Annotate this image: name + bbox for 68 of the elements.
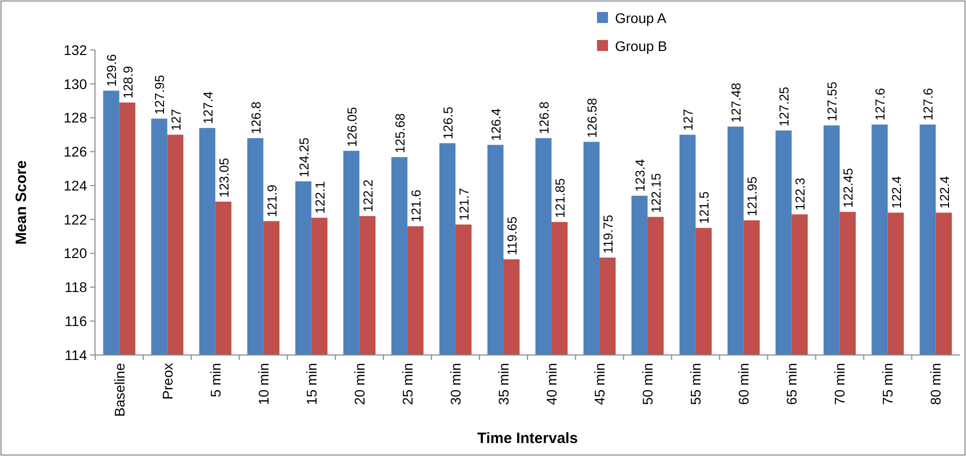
x-axis-title: Time Intervals [477, 430, 578, 447]
data-label: 123.4 [632, 159, 648, 192]
data-label: 127 [168, 109, 184, 131]
data-label: 126.5 [440, 106, 456, 140]
data-label: 125.68 [392, 113, 408, 154]
y-tick-label: 114 [64, 346, 88, 363]
data-label: 126.8 [248, 102, 264, 134]
data-label: 127.48 [728, 82, 744, 123]
data-label: 123.05 [216, 158, 232, 198]
data-label: 127.6 [872, 88, 888, 121]
data-label: 121.6 [408, 190, 424, 222]
x-tick-label: 65 min [784, 363, 800, 406]
x-tick-label: 80 min [928, 363, 944, 406]
x-tick-label: 70 min [832, 363, 848, 406]
data-label: 121.5 [696, 191, 712, 224]
y-tick-label: 128 [64, 110, 88, 126]
x-tick-label: 35 min [495, 363, 512, 406]
x-tick-label: 5 min [207, 363, 224, 398]
data-label: 127.55 [824, 82, 840, 122]
y-tick-label: 132 [64, 42, 88, 58]
data-label: 122.1 [312, 181, 328, 214]
x-tick-label: 45 min [592, 363, 608, 406]
y-tick-label: 124 [64, 177, 88, 194]
x-tick-label: 10 min [255, 363, 272, 406]
x-tick-label: 15 min [303, 363, 320, 406]
data-label: 128.9 [120, 66, 136, 99]
x-tick-label: Preox [159, 363, 176, 400]
data-label: 122.2 [360, 180, 376, 212]
y-tick-label: 116 [64, 313, 88, 330]
y-tick-label: 122 [64, 211, 88, 228]
data-label: 119.75 [600, 214, 616, 254]
x-tick-label: 30 min [447, 363, 464, 406]
data-label: 126.05 [344, 107, 360, 147]
x-tick-label: 40 min [544, 363, 560, 406]
legend-label: Group B [615, 38, 668, 54]
data-label: 121.95 [744, 176, 760, 216]
x-tick-label: 75 min [880, 363, 896, 406]
data-label: 122.4 [936, 176, 952, 209]
data-label: 124.25 [296, 138, 312, 178]
data-label: 129.6 [104, 54, 120, 87]
y-tick-label: 126 [64, 144, 88, 160]
y-tick-label: 120 [64, 245, 88, 262]
data-label: 126.58 [584, 98, 600, 138]
data-label: 126.4 [488, 108, 504, 141]
data-label: 122.45 [840, 168, 856, 208]
y-axis-title: Mean Score [13, 160, 30, 245]
data-label: 121.9 [264, 184, 280, 218]
data-label: 126.8 [536, 102, 552, 134]
data-label: 127.4 [200, 91, 216, 124]
x-tick-label: 60 min [736, 363, 752, 406]
data-label: 127.95 [152, 74, 168, 115]
y-tick-label: 130 [64, 76, 88, 92]
data-label: 127 [680, 109, 696, 131]
data-label: 127.6 [920, 88, 936, 121]
x-tick-label: 20 min [351, 363, 368, 406]
data-label: 122.15 [648, 173, 664, 213]
x-tick-label: 25 min [399, 363, 416, 406]
data-label: 122.3 [792, 178, 808, 210]
data-label: 121.7 [456, 188, 472, 221]
x-tick-label: 50 min [640, 363, 656, 406]
x-tick-label: 55 min [688, 363, 704, 406]
data-label: 127.25 [776, 86, 792, 126]
legend-label: Group A [615, 10, 668, 26]
data-label: 121.85 [552, 178, 568, 218]
y-tick-label: 118 [64, 279, 88, 296]
data-label: 122.4 [888, 176, 904, 209]
data-label: 119.65 [504, 216, 520, 256]
x-tick-label: Baseline [111, 362, 128, 417]
